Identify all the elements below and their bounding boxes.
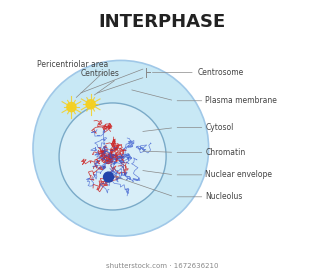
Text: shutterstock.com · 1672636210: shutterstock.com · 1672636210: [106, 263, 218, 269]
Text: Nucleolus: Nucleolus: [205, 192, 243, 201]
Circle shape: [67, 102, 76, 112]
Text: Centrioles: Centrioles: [81, 69, 120, 78]
Circle shape: [86, 100, 95, 109]
Text: Cytosol: Cytosol: [205, 123, 234, 132]
Circle shape: [33, 60, 209, 236]
Text: Centrosome: Centrosome: [198, 68, 244, 77]
Text: Nuclear envelope: Nuclear envelope: [205, 170, 272, 179]
Circle shape: [59, 103, 166, 210]
Text: Pericentriolar area: Pericentriolar area: [37, 60, 109, 69]
Text: Chromatin: Chromatin: [205, 148, 246, 157]
Circle shape: [104, 172, 113, 182]
Text: Plasma membrane: Plasma membrane: [205, 96, 277, 105]
Text: INTERPHASE: INTERPHASE: [98, 13, 226, 31]
